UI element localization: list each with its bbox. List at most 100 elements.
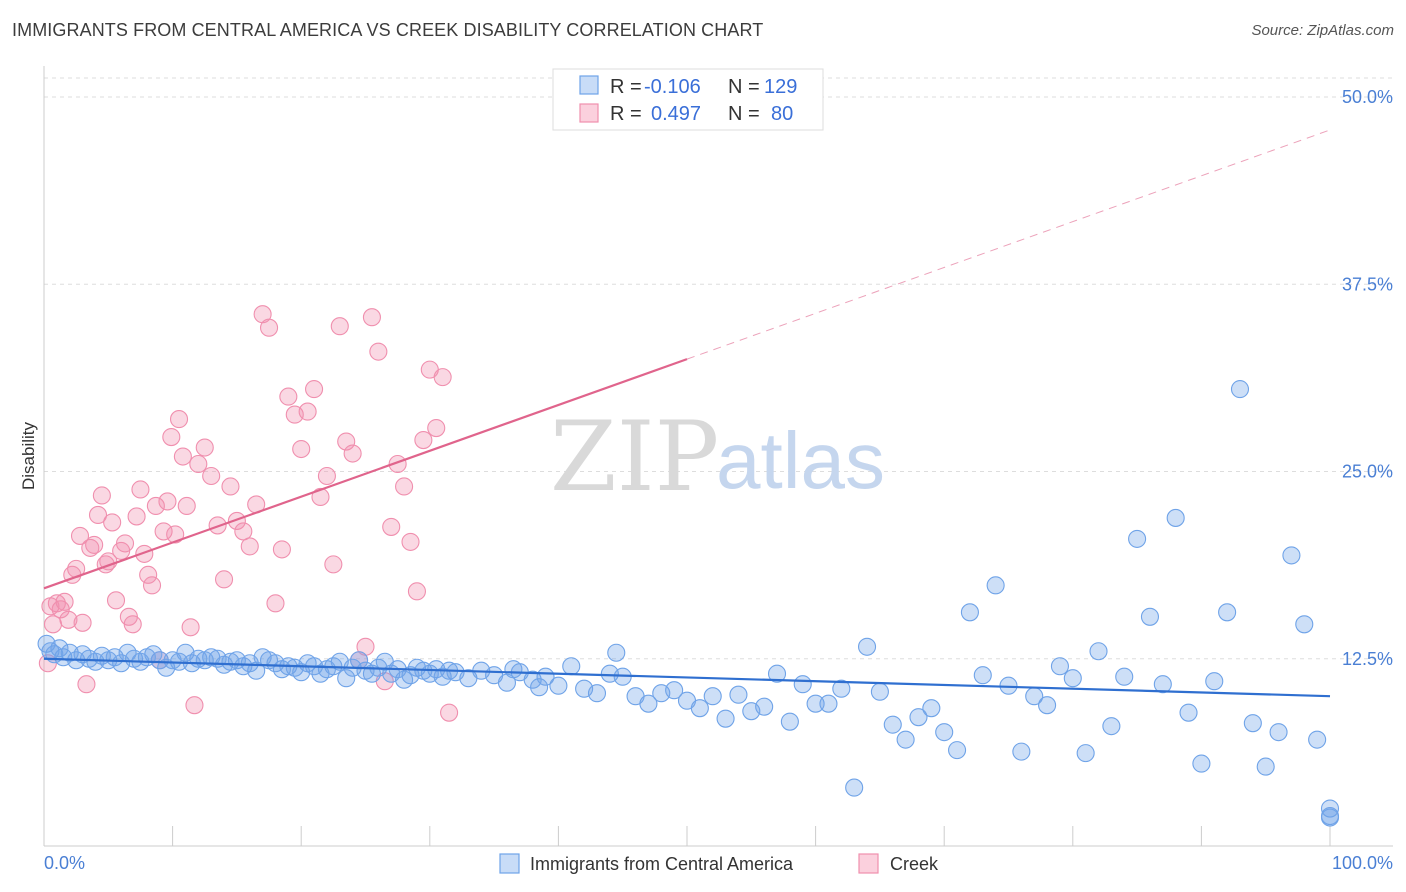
y-tick-label-1: 25.0% xyxy=(1342,462,1393,482)
pink-point-44 xyxy=(214,570,234,589)
pink-point-2 xyxy=(43,615,63,634)
pink-point-15 xyxy=(92,486,111,505)
legend-n-label-blue: N = xyxy=(728,76,760,98)
pink-point-47 xyxy=(234,522,253,541)
watermark-atlas: atlas xyxy=(716,416,885,505)
bottom-legend-label-blue: Immigrants from Central America xyxy=(530,854,794,874)
blue-point-107 xyxy=(948,741,967,760)
blue-point-114 xyxy=(1038,696,1057,715)
pink-point-27 xyxy=(139,565,158,584)
legend-r-value-pink: 0.497 xyxy=(651,103,701,125)
blue-point-92 xyxy=(755,697,774,716)
blue-point-73 xyxy=(530,678,549,697)
creek-points xyxy=(38,305,459,722)
blue-point-102 xyxy=(883,715,902,734)
blue-point-90 xyxy=(729,685,748,704)
blue-point-78 xyxy=(587,684,607,703)
pink-point-74 xyxy=(407,582,426,601)
blue-point-124 xyxy=(1166,508,1185,527)
blue-point-120 xyxy=(1115,667,1134,686)
pink-point-61 xyxy=(324,555,343,574)
blue-point-98 xyxy=(832,679,851,698)
pink-point-34 xyxy=(166,525,185,544)
trend-lines xyxy=(43,129,1331,698)
blue-point-128 xyxy=(1218,603,1237,622)
pink-point-52 xyxy=(266,594,285,613)
legend-n-label-pink: N = xyxy=(728,103,760,125)
y-tick-label-3: 50.0% xyxy=(1342,87,1393,107)
blue-point-119 xyxy=(1102,717,1121,736)
pink-point-10 xyxy=(73,613,92,632)
blue-point-118 xyxy=(1089,642,1108,661)
pink-point-42 xyxy=(202,466,221,486)
pink-point-54 xyxy=(279,387,298,406)
blue-point-112 xyxy=(1012,742,1031,761)
legend-swatch-blue xyxy=(579,75,599,95)
blue-point-96 xyxy=(806,694,825,713)
blue-point-105 xyxy=(922,699,941,718)
pink-point-59 xyxy=(311,487,330,507)
pink-point-35 xyxy=(169,410,189,429)
blue-point-110 xyxy=(986,576,1005,595)
blue-point-101 xyxy=(870,682,889,701)
blue-point-48 xyxy=(337,669,356,688)
blue-point-117 xyxy=(1076,744,1095,763)
pink-trend-line-dashed xyxy=(686,129,1331,360)
source-label: Source: ZipAtlas.com xyxy=(1251,22,1394,39)
pink-point-31 xyxy=(154,522,173,541)
pink-point-73 xyxy=(401,532,420,551)
pink-point-68 xyxy=(369,342,388,361)
blue-point-89 xyxy=(716,709,735,728)
pink-point-58 xyxy=(305,380,324,399)
pink-trend-line-solid xyxy=(43,358,688,590)
pink-point-32 xyxy=(158,492,177,511)
blue-point-138 xyxy=(1320,808,1340,827)
pink-point-39 xyxy=(185,696,204,715)
bottom-legend: Immigrants from Central America Creek xyxy=(499,853,939,874)
pink-point-6 xyxy=(59,610,78,629)
pink-point-9 xyxy=(70,526,90,545)
y-tick-labels: 12.5% 25.0% 37.5% 50.0% xyxy=(1342,87,1393,669)
pink-point-23 xyxy=(123,615,142,634)
blue-point-80 xyxy=(607,643,626,662)
watermark: ZIP atlas xyxy=(550,401,885,513)
blue-point-125 xyxy=(1179,703,1198,722)
pink-point-46 xyxy=(227,511,246,530)
blue-point-108 xyxy=(960,603,979,622)
legend-n-value-blue: 129 xyxy=(764,76,797,98)
legend-r-label-blue: R = xyxy=(610,76,642,98)
blue-point-83 xyxy=(639,694,658,713)
x-tick-label-right: 100.0% xyxy=(1332,853,1393,873)
pink-point-72 xyxy=(395,477,414,496)
pink-point-29 xyxy=(146,496,165,516)
pink-point-40 xyxy=(189,454,208,474)
blue-point-123 xyxy=(1153,675,1172,694)
pink-point-41 xyxy=(195,438,214,457)
bottom-legend-swatch-pink xyxy=(858,853,879,874)
pink-point-5 xyxy=(55,592,74,611)
blue-trend-line xyxy=(43,657,1331,698)
blue-point-106 xyxy=(935,723,954,742)
pink-point-13 xyxy=(85,535,104,554)
blue-point-134 xyxy=(1295,615,1314,634)
blue-point-95 xyxy=(793,675,812,694)
pink-point-11 xyxy=(77,675,96,694)
blue-point-109 xyxy=(973,666,992,685)
pink-point-53 xyxy=(272,540,291,559)
pink-point-79 xyxy=(440,703,459,722)
blue-point-93 xyxy=(767,664,787,683)
pink-point-33 xyxy=(162,427,181,447)
blue-point-85 xyxy=(665,681,684,700)
pink-point-62 xyxy=(330,317,349,336)
grid-lines xyxy=(44,77,1393,660)
pink-point-28 xyxy=(142,576,162,595)
blue-point-3 xyxy=(50,639,69,658)
pink-point-51 xyxy=(259,318,279,337)
pink-point-64 xyxy=(343,444,362,463)
legend-r-value-blue: -0.106 xyxy=(644,76,701,98)
blue-point-131 xyxy=(1256,757,1275,776)
pink-point-48 xyxy=(240,537,259,556)
legend-n-value-pink: 80 xyxy=(771,103,793,125)
chart-title: IMMIGRANTS FROM CENTRAL AMERICA VS CREEK… xyxy=(12,20,764,40)
blue-point-19 xyxy=(150,651,169,670)
